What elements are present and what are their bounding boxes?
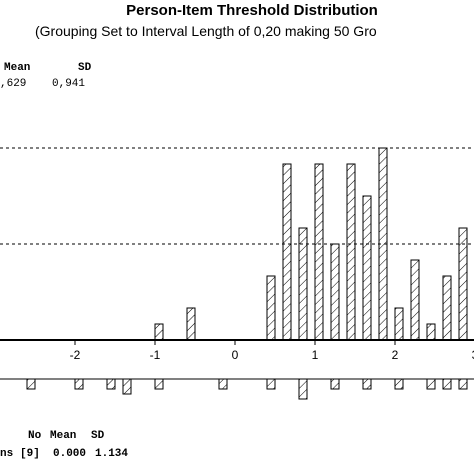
item-stats-no-header: No bbox=[28, 430, 42, 442]
x-axis-ticks: -2 -1 0 1 2 3 bbox=[70, 340, 474, 362]
x-tick-label: -1 bbox=[150, 348, 161, 362]
person-bar bbox=[458, 227, 468, 341]
item-bar bbox=[298, 378, 308, 400]
person-bar bbox=[282, 163, 292, 341]
x-tick-label: -2 bbox=[70, 348, 81, 362]
item-bar bbox=[154, 378, 164, 390]
person-bar bbox=[426, 323, 436, 341]
x-tick-label: 1 bbox=[312, 348, 319, 362]
person-bar bbox=[314, 163, 324, 341]
person-stats-mean-value: ,629 bbox=[0, 78, 26, 90]
item-bars bbox=[26, 378, 468, 400]
item-stats-sd-header: SD bbox=[91, 430, 105, 442]
item-bar bbox=[74, 378, 84, 390]
person-bar bbox=[154, 323, 164, 341]
item-bar bbox=[266, 378, 276, 390]
item-bar bbox=[330, 378, 340, 390]
x-tick-label: 0 bbox=[232, 348, 239, 362]
person-stats-sd-value: 0,941 bbox=[52, 78, 85, 90]
item-stats-mean-value: 0.000 bbox=[53, 448, 86, 460]
item-bar bbox=[394, 378, 404, 390]
item-stats-sd-value: 1.134 bbox=[95, 448, 128, 460]
person-bar bbox=[362, 195, 372, 341]
chart-subtitle: (Grouping Set to Interval Length of 0,20… bbox=[35, 23, 377, 39]
person-bar bbox=[442, 275, 452, 341]
person-bar bbox=[410, 259, 420, 341]
item-bar bbox=[26, 378, 36, 390]
person-bar bbox=[394, 307, 404, 341]
x-tick-label: 2 bbox=[392, 348, 399, 362]
person-bar bbox=[378, 147, 388, 341]
item-bar bbox=[426, 378, 436, 390]
item-stats-mean-header: Mean bbox=[50, 430, 76, 442]
person-bar bbox=[346, 163, 356, 341]
person-stats: Mean SD ,629 0,941 bbox=[0, 62, 92, 90]
person-bar bbox=[298, 227, 308, 341]
item-bar bbox=[218, 378, 228, 390]
chart-title: Person-Item Threshold Distribution bbox=[126, 2, 378, 19]
person-stats-mean-header: Mean bbox=[4, 62, 30, 74]
item-stats-no-value: [9] bbox=[20, 448, 40, 460]
person-bar bbox=[330, 243, 340, 341]
person-bar bbox=[186, 307, 196, 341]
gridlines bbox=[0, 147, 474, 245]
item-bar bbox=[362, 378, 372, 390]
item-bar bbox=[106, 378, 116, 390]
item-stats: No Mean SD ns [9] 0.000 1.134 bbox=[0, 430, 128, 460]
item-bar bbox=[442, 378, 452, 390]
item-stats-label: ns bbox=[0, 448, 13, 460]
person-stats-sd-header: SD bbox=[78, 62, 92, 74]
item-bar bbox=[122, 378, 132, 395]
x-tick-label: 3 bbox=[472, 348, 474, 362]
item-bar bbox=[458, 378, 468, 390]
person-bar bbox=[266, 275, 276, 341]
